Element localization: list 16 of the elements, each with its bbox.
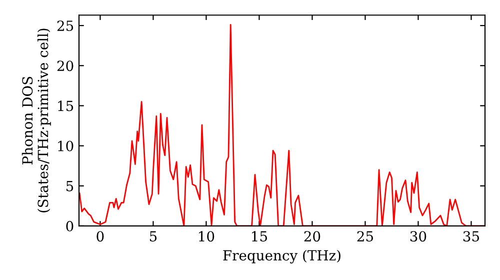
x-axis-title: Frequency (THz) [223,250,340,264]
x-tick-label: 20 [304,231,320,242]
y-tick-label: 15 [58,100,74,112]
y-tick-label: 0 [66,220,74,232]
y-tick-label: 10 [58,140,74,152]
x-tick-label: 0 [96,231,104,242]
x-tick-label: 25 [357,231,373,242]
y-axis-title: Phonon DOS (States/THz·primitive cell) [22,28,51,212]
x-tick-label: 15 [252,231,267,242]
x-tick-label: 35 [463,231,479,242]
y-tick-label: 5 [66,181,74,192]
x-tick-label: 5 [150,231,157,242]
x-tick-label: 30 [410,231,426,242]
x-tick-label: 10 [199,231,214,242]
y-tick-label: 25 [57,20,74,32]
y-tick-label: 20 [57,60,74,72]
